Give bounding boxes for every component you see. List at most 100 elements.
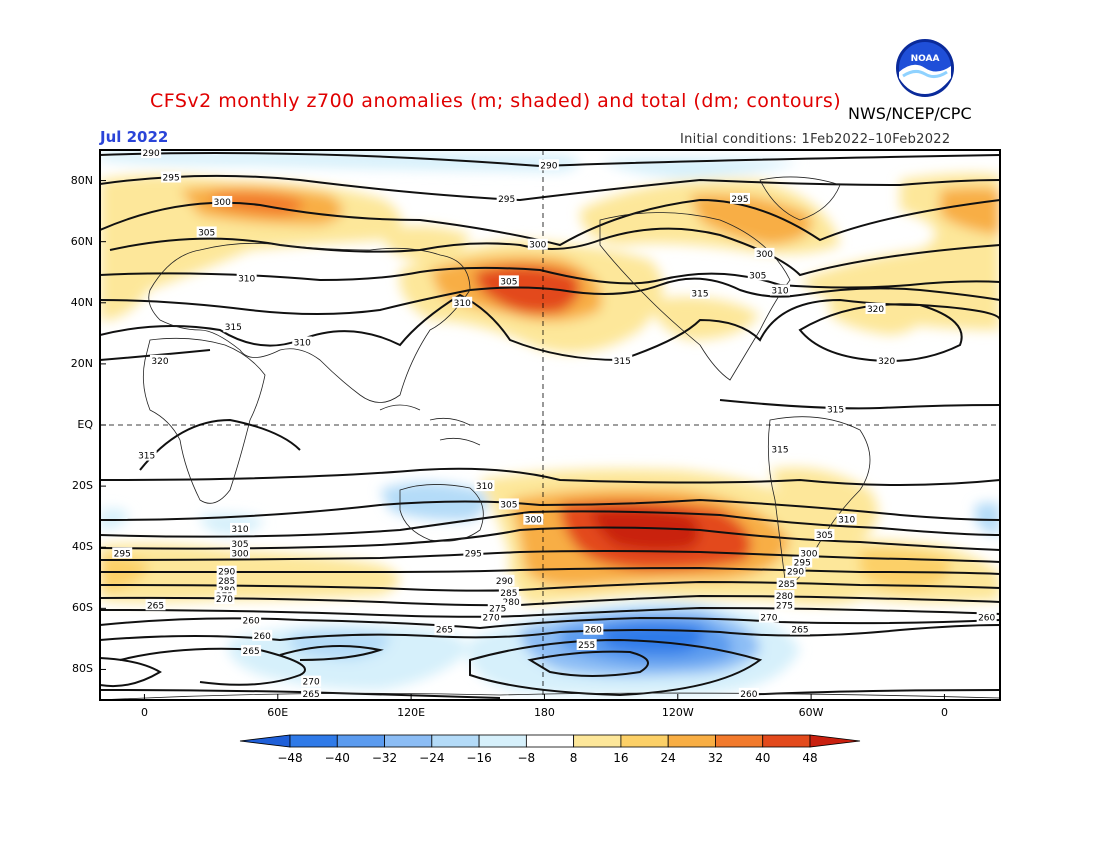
contour-label: 280 — [501, 596, 522, 608]
contour-label: 260 — [583, 623, 604, 636]
colorbar-segment — [239, 734, 291, 748]
contour-label-text: 310 — [231, 525, 248, 535]
colorbar-segment — [809, 734, 861, 748]
contour-label: 310 — [230, 522, 250, 535]
contour-label: 315 — [223, 321, 244, 333]
contour-label: 300 — [230, 547, 250, 559]
axis-ticks — [100, 180, 945, 700]
colorbar-label: −24 — [419, 751, 445, 765]
contour-label-text: 290 — [787, 568, 804, 578]
lat-label: 20S — [72, 479, 93, 493]
geopotential-contours — [100, 152, 1000, 699]
contour-label: 300 — [798, 547, 819, 559]
colorbar-label: −16 — [466, 751, 492, 765]
contour-label: 285 — [776, 577, 797, 590]
contour-label-text: 310 — [294, 339, 311, 349]
contour-label: 260 — [252, 629, 273, 642]
contour-label: 260 — [976, 611, 997, 624]
colorbar-segment — [289, 734, 338, 748]
chart-title: CFSv2 monthly z700 anomalies (m; shaded)… — [150, 90, 842, 112]
colorbar-segment — [431, 734, 480, 748]
contour-label-text: 265 — [303, 690, 320, 700]
anomaly-positive-north-atlantic-subtropics — [830, 296, 922, 335]
contour-label: 320 — [150, 354, 170, 367]
contour-label-text: 285 — [778, 580, 795, 590]
contour-label-text: 300 — [525, 516, 542, 526]
contour-label: 300 — [212, 195, 233, 208]
contour-label-text: 305 — [231, 540, 248, 550]
contour-label-text: 290 — [143, 149, 160, 159]
colorbar-segment — [620, 734, 669, 748]
contour-label-text: 315 — [827, 406, 844, 416]
colorbar-label: −32 — [371, 751, 398, 765]
contour-label-text: 260 — [254, 632, 271, 642]
lat-label: 40S — [72, 540, 93, 554]
contour-label-text: 295 — [498, 195, 515, 205]
continent-outlines — [100, 176, 1000, 700]
contour-label: 265 — [301, 687, 322, 700]
contour-label-text: 305 — [816, 531, 833, 541]
contour-label: 300 — [523, 513, 544, 526]
anomaly-positive-atlantic-north-core — [940, 187, 1000, 235]
contour-label-text: 285 — [218, 577, 235, 587]
contour-label-text: 255 — [578, 641, 595, 651]
contour-label-text: 320 — [151, 357, 168, 367]
contour-label-text: 295 — [465, 549, 482, 559]
contour-label-text: 310 — [238, 274, 255, 284]
contour-label-text: 310 — [476, 482, 493, 492]
contour-label-text: 275 — [489, 604, 506, 614]
colorbar-segment — [762, 734, 811, 748]
contour-label: 315 — [770, 443, 790, 455]
colorbar-label: 8 — [569, 751, 578, 765]
contour-label: 310 — [770, 284, 790, 297]
lat-label: 40N — [70, 295, 93, 309]
contour-label-text: 300 — [800, 549, 817, 559]
contour-label-text: 280 — [503, 598, 520, 608]
contour-label-text: 320 — [867, 305, 884, 315]
contour-label: 305 — [230, 538, 250, 550]
colorbar-segment — [384, 734, 433, 748]
agency-label: NWS/NCEP/CPC — [848, 104, 972, 123]
contour-label-text: 305 — [198, 229, 215, 239]
contour-label: 315 — [690, 287, 710, 300]
colorbar-label: 24 — [660, 751, 676, 765]
lat-label: EQ — [77, 418, 93, 431]
colorbar-label: −48 — [277, 751, 303, 765]
anomaly-negative-arctic — [100, 150, 580, 172]
contour-label-text: 300 — [529, 241, 546, 251]
contour-label-text: 300 — [756, 250, 773, 260]
contour-label-text: 275 — [776, 601, 793, 611]
colorbar-label: −8 — [517, 751, 536, 765]
africa-outline — [142, 337, 266, 504]
colorbar-label: 16 — [613, 751, 629, 765]
lon-label: 60E — [267, 706, 289, 719]
contour-label: 310 — [474, 480, 495, 492]
contour-label-text: 300 — [231, 549, 248, 559]
contour-label: 315 — [612, 354, 633, 367]
contour-label-text: 295 — [731, 195, 748, 205]
contour-label: 265 — [790, 623, 810, 636]
contour-label: 270 — [481, 611, 502, 624]
contour-label-text: 315 — [771, 445, 788, 455]
contour-label: 285 — [498, 587, 519, 599]
contour-label-text: 265 — [243, 647, 260, 657]
colorbar-label: 40 — [755, 751, 771, 765]
contour-label-text: 305 — [500, 500, 517, 510]
colorbar-segment — [573, 734, 622, 748]
colorbar-segments — [239, 734, 861, 748]
greenland-outline — [759, 176, 841, 221]
lon-label: 120W — [661, 706, 694, 719]
contour-label-text: 270 — [216, 595, 233, 605]
noaa-logo: NOAA — [896, 39, 954, 97]
anomaly-positive-north-america — [380, 226, 470, 262]
anomaly-positive-africa-west — [100, 276, 150, 320]
contour-label: 260 — [241, 614, 262, 627]
contour-label-text: 260 — [243, 617, 260, 627]
contour-label: 265 — [241, 645, 262, 657]
contour-label-text: 315 — [614, 357, 631, 367]
contour-label-text: 295 — [794, 559, 811, 569]
contour-label: 275 — [774, 599, 795, 611]
contour-label-text: 295 — [163, 174, 180, 184]
contour-label-text: 290 — [218, 568, 235, 578]
